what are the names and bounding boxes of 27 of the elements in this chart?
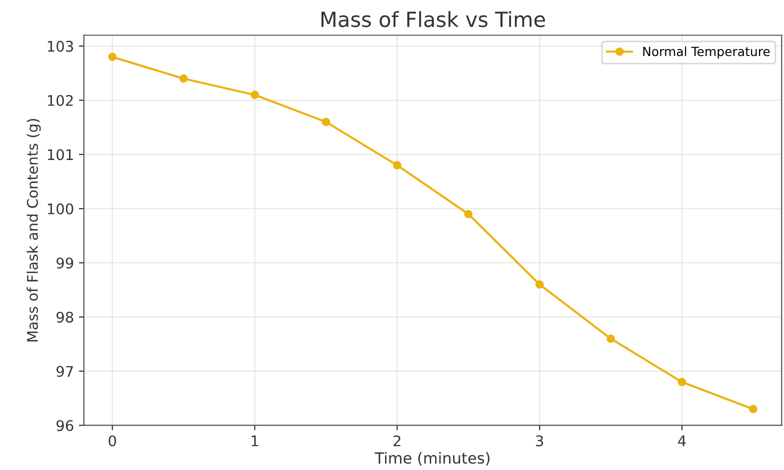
point: [108, 52, 117, 62]
x-tick-label: 0: [108, 435, 116, 446]
x-tick-label: 4: [678, 436, 686, 446]
point: [606, 334, 615, 343]
point: [678, 378, 686, 386]
y-tick-label: 101: [48, 149, 73, 160]
x-tick-label: 1: [252, 436, 258, 446]
point: [250, 90, 259, 100]
point: [535, 280, 544, 289]
y-tick-label: 98: [56, 312, 74, 323]
y-tick-label: 102: [48, 94, 73, 106]
y-tick-label: 99: [56, 258, 74, 269]
point: [393, 161, 402, 170]
point: [322, 118, 330, 126]
point: [464, 210, 473, 218]
y-tick-label: 96: [56, 420, 74, 432]
x-tick-label: 3: [536, 435, 544, 446]
x-axis-title: Time (minutes): [374, 452, 490, 466]
y-tick-label: 103: [48, 40, 73, 52]
point: [749, 404, 758, 414]
legend-label: Normal Temperature: [643, 46, 770, 59]
point: [179, 74, 188, 83]
y-axis-title: Mass of Flask and Contents (g): [26, 119, 41, 342]
chart-title: Mass of Flask vs Time: [322, 11, 545, 28]
y-tick-label: 100: [48, 203, 74, 214]
y-tick-label: 97: [56, 366, 73, 377]
x-tick-label: 2: [394, 435, 400, 446]
